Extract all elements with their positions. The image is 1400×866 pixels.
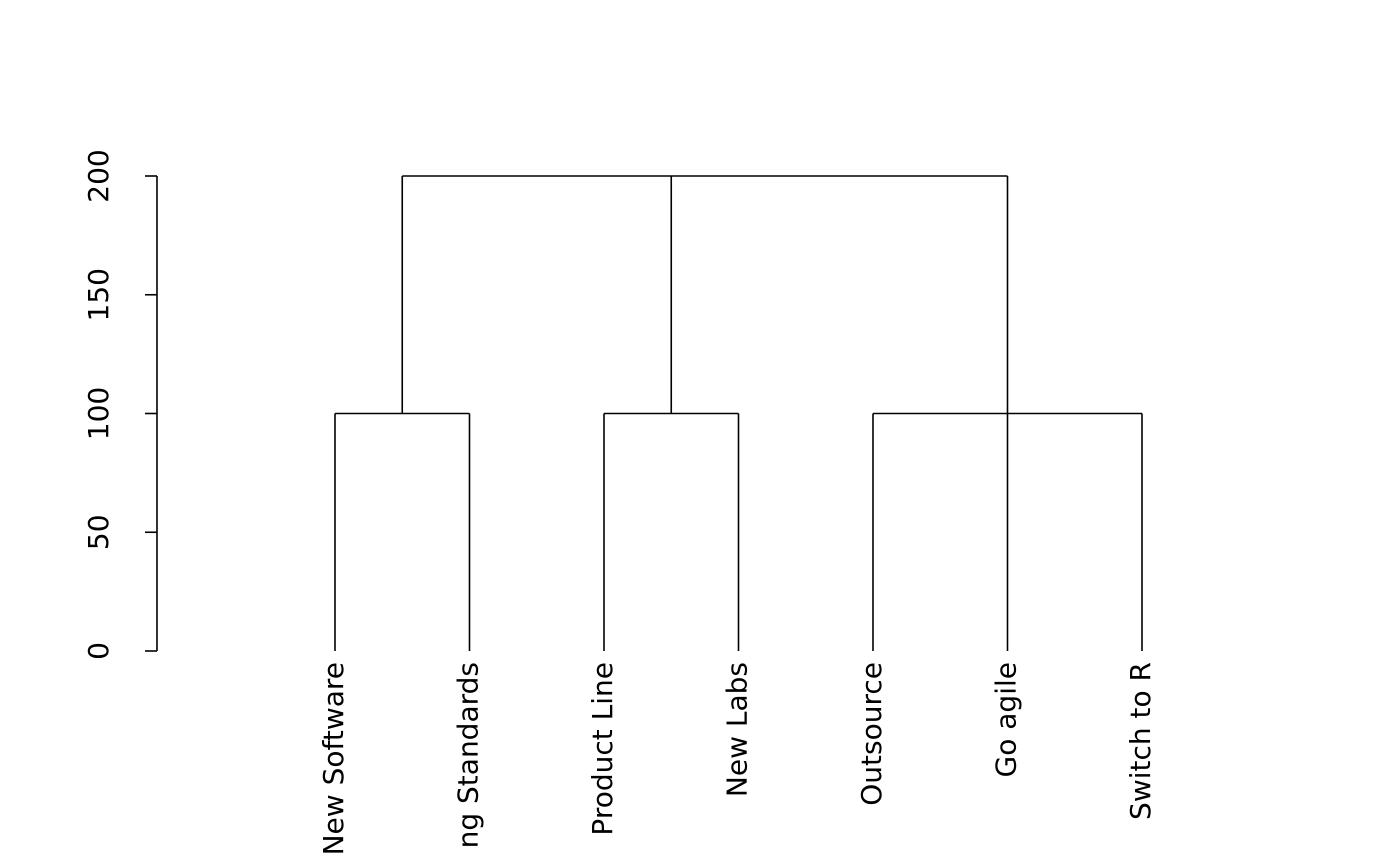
leaf-label: Go agile [990, 662, 1023, 777]
y-tick-label: 0 [82, 642, 115, 660]
leaf-label: Switch to R [1124, 662, 1157, 820]
y-tick-label: 200 [82, 149, 115, 202]
leaf-label: Outsource [855, 662, 888, 806]
y-tick-label: 50 [82, 514, 115, 550]
leaf-label: New Software [317, 662, 350, 855]
y-tick-label: 100 [82, 387, 115, 440]
leaf-label: ng Standards [452, 662, 485, 848]
y-tick-label: 150 [82, 268, 115, 321]
leaf-label: New Labs [721, 662, 754, 797]
leaf-label: Product Line [586, 662, 619, 836]
